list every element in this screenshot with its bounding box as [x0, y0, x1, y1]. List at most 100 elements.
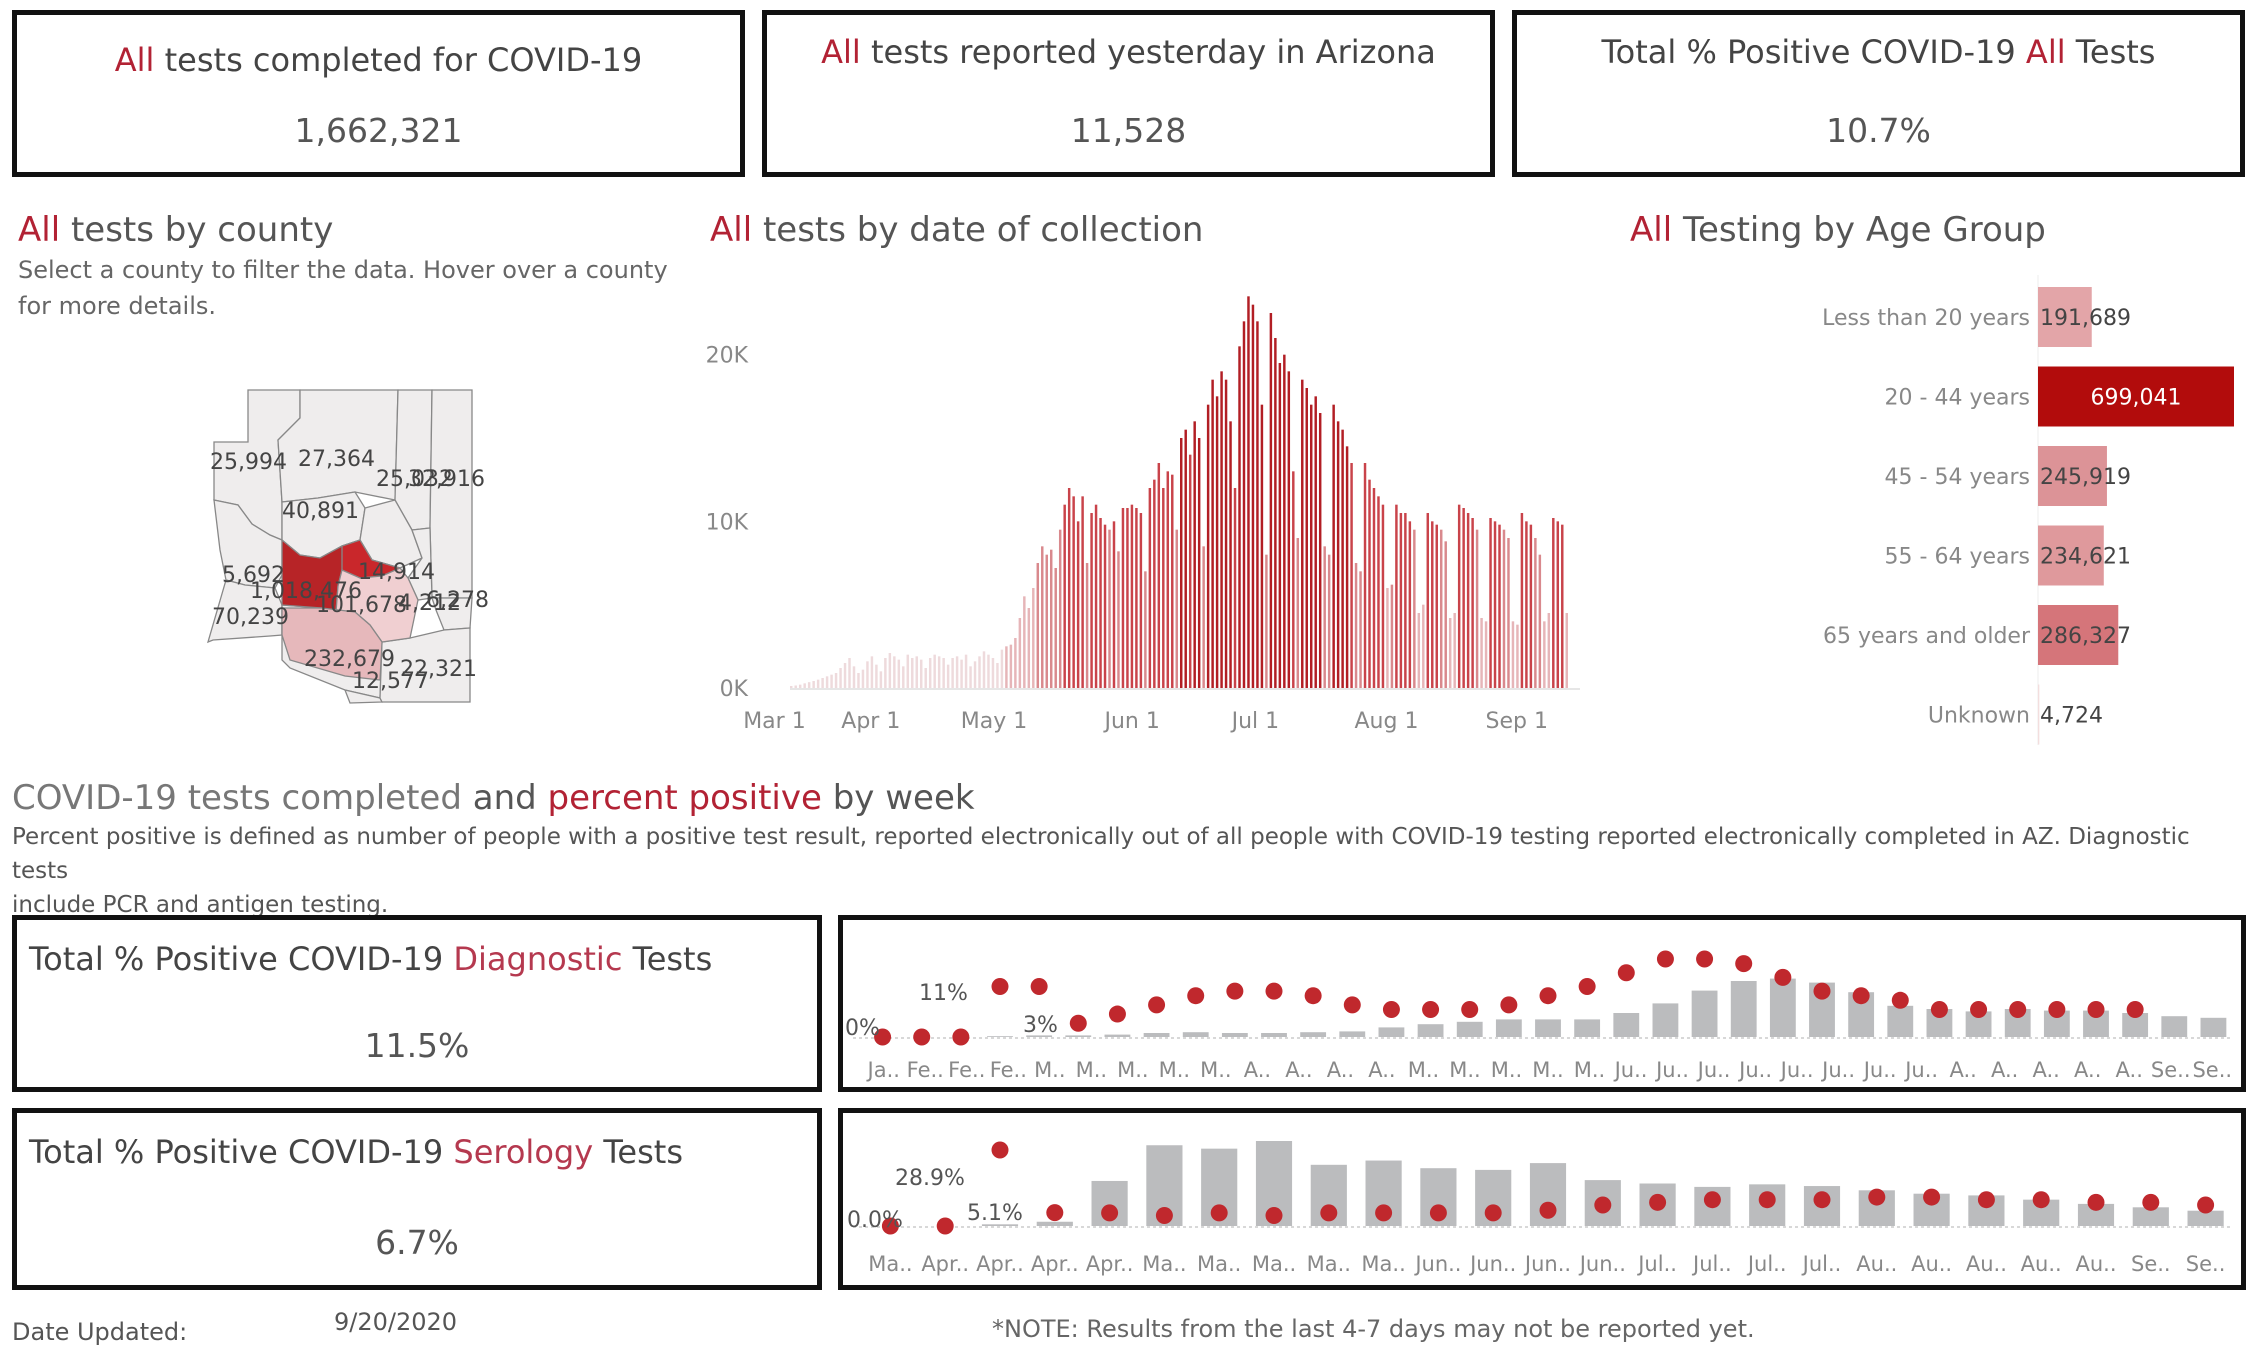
date-bar[interactable] — [1206, 404, 1210, 688]
date-bar[interactable] — [924, 668, 927, 688]
serology-weekly-chart[interactable]: 0.0% 28.9%5.1% Ma.. Apr.. Apr.. Apr.. Apr.. Ma.… — [843, 1113, 2241, 1285]
date-bar[interactable] — [1193, 421, 1196, 688]
age-group-chart[interactable]: Less than 20 years 191,689 20 - 44 years 69… — [1620, 270, 2246, 750]
date-bar[interactable] — [911, 658, 914, 688]
date-bar[interactable] — [937, 656, 941, 688]
date-bar[interactable] — [1099, 518, 1102, 688]
date-bar[interactable] — [1390, 584, 1394, 688]
weekly-positive-dot[interactable] — [1758, 1191, 1776, 1209]
weekly-positive-dot[interactable] — [1343, 996, 1361, 1014]
date-bar[interactable] — [1538, 554, 1542, 688]
date-bar[interactable] — [1247, 296, 1250, 688]
date-bar[interactable] — [1395, 504, 1398, 688]
date-bar[interactable] — [1493, 521, 1497, 688]
weekly-positive-dot[interactable] — [2009, 1000, 2027, 1018]
weekly-positive-dot[interactable] — [1046, 1204, 1064, 1222]
weekly-test-bar[interactable] — [1769, 978, 1796, 1037]
date-bar[interactable] — [1471, 518, 1474, 688]
date-bar[interactable] — [1076, 521, 1080, 688]
date-bar[interactable] — [807, 682, 811, 688]
date-bar[interactable] — [1336, 421, 1340, 688]
date-bar[interactable] — [1081, 496, 1084, 688]
date-bar[interactable] — [928, 658, 932, 688]
weekly-test-bar[interactable] — [987, 1036, 1013, 1037]
weekly-positive-dot[interactable] — [952, 1028, 970, 1046]
date-bar[interactable] — [1139, 513, 1143, 688]
weekly-positive-dot[interactable] — [1539, 987, 1557, 1005]
date-bar[interactable] — [1480, 618, 1483, 688]
weekly-positive-dot[interactable] — [1210, 1204, 1228, 1222]
date-bar[interactable] — [816, 679, 820, 688]
date-bar[interactable] — [1444, 541, 1447, 688]
weekly-positive-dot[interactable] — [1429, 1204, 1447, 1222]
date-bar[interactable] — [852, 666, 856, 688]
weekly-positive-dot[interactable] — [1108, 1005, 1126, 1023]
date-bar[interactable] — [1466, 513, 1470, 688]
date-bar[interactable] — [1233, 488, 1237, 688]
date-bar[interactable] — [798, 684, 802, 688]
date-bar[interactable] — [1251, 304, 1255, 688]
date-bar[interactable] — [1238, 346, 1241, 688]
weekly-positive-dot[interactable] — [1069, 1014, 1087, 1032]
date-bar[interactable] — [1085, 563, 1089, 688]
county-cochise[interactable] — [379, 627, 471, 703]
date-bar[interactable] — [920, 659, 923, 688]
date-bar[interactable] — [1372, 488, 1376, 688]
weekly-test-bar[interactable] — [1691, 990, 1718, 1037]
weekly-positive-dot[interactable] — [2032, 1191, 2050, 1209]
weekly-test-bar[interactable] — [1339, 1031, 1366, 1037]
date-bar[interactable] — [902, 666, 905, 688]
date-bar[interactable] — [1014, 638, 1017, 688]
date-bar[interactable] — [1426, 513, 1430, 688]
date-bar[interactable] — [1435, 524, 1438, 688]
date-bar[interactable] — [1050, 549, 1053, 688]
weekly-positive-dot[interactable] — [1101, 1204, 1119, 1222]
weekly-test-bar[interactable] — [1535, 1019, 1561, 1037]
date-bar[interactable] — [1457, 504, 1461, 688]
date-bar[interactable] — [1547, 613, 1551, 688]
date-bar[interactable] — [1180, 438, 1183, 688]
date-bar[interactable] — [946, 664, 950, 688]
date-bar[interactable] — [1529, 524, 1533, 688]
weekly-positive-dot[interactable] — [2087, 1000, 2105, 1018]
weekly-positive-dot[interactable] — [2142, 1193, 2160, 1211]
date-bar[interactable] — [803, 683, 806, 688]
date-bar[interactable] — [1005, 646, 1008, 688]
weekly-test-bar[interactable] — [2200, 1017, 2227, 1037]
diagnostic-weekly-chart[interactable]: 0%11%3%Ja.. Fe.. Fe.. Fe.. M.. M.. M.. M.. M.. A.… — [843, 920, 2241, 1087]
date-bar[interactable] — [821, 678, 824, 688]
date-bar[interactable] — [1126, 508, 1129, 688]
date-bar[interactable] — [1413, 529, 1416, 688]
weekly-positive-dot[interactable] — [1155, 1206, 1173, 1224]
date-bar[interactable] — [1310, 404, 1313, 688]
date-bar[interactable] — [888, 653, 892, 688]
weekly-test-bar[interactable] — [1104, 1034, 1131, 1037]
date-bar[interactable] — [1027, 608, 1031, 688]
date-bar[interactable] — [1368, 479, 1371, 688]
weekly-positive-dot[interactable] — [1030, 978, 1048, 996]
date-bar[interactable] — [960, 659, 963, 688]
date-bar[interactable] — [825, 676, 829, 688]
weekly-positive-dot[interactable] — [2126, 1000, 2144, 1018]
date-bar[interactable] — [982, 651, 986, 688]
weekly-positive-dot[interactable] — [1578, 978, 1596, 996]
weekly-positive-dot[interactable] — [881, 1217, 899, 1235]
date-bar[interactable] — [1399, 513, 1403, 688]
date-bar[interactable] — [1327, 554, 1331, 688]
date-bar[interactable] — [1018, 618, 1022, 688]
date-bar[interactable] — [1408, 521, 1412, 688]
date-bar[interactable] — [1036, 563, 1040, 688]
date-bar[interactable] — [1063, 504, 1066, 688]
age-bar[interactable] — [2038, 287, 2092, 347]
weekly-positive-dot[interactable] — [2197, 1196, 2215, 1214]
date-bar[interactable] — [1166, 471, 1170, 688]
date-bar[interactable] — [991, 658, 995, 688]
date-bar[interactable] — [1278, 363, 1282, 688]
date-bar[interactable] — [1000, 649, 1004, 688]
tests-by-date-chart[interactable]: 20K 10K 0K Mar 1 Apr 1 May 1 Jun 1 Jul 1 Aug 1 Se… — [690, 280, 1610, 740]
date-bar[interactable] — [1202, 546, 1205, 688]
weekly-test-bar[interactable] — [2132, 1207, 2169, 1226]
date-bar[interactable] — [1386, 588, 1389, 688]
date-bar[interactable] — [1215, 396, 1219, 688]
date-bar[interactable] — [1094, 504, 1098, 688]
